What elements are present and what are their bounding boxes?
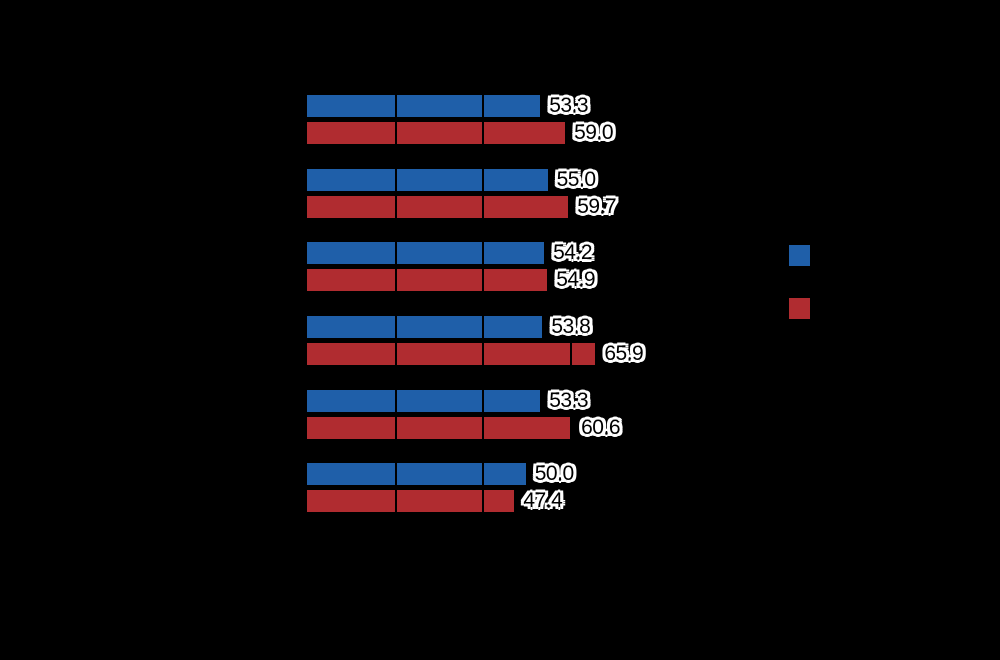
value-label-series-2-red-group-2: 59.7 bbox=[577, 194, 617, 218]
value-label-series-2-red-group-1: 59.0 bbox=[574, 121, 613, 144]
bar-series-1-blue-group-1 bbox=[307, 95, 541, 117]
value-label-series-1-blue-group-1: 53.3 bbox=[549, 94, 589, 117]
value-label-series-1-blue-group-5: 53.3 bbox=[549, 388, 589, 412]
gridline-x-40 bbox=[482, 90, 484, 514]
gridline-x-20 bbox=[394, 90, 397, 514]
bar-series-2-red-group-4 bbox=[307, 343, 596, 365]
bar-series-2-red-group-2 bbox=[307, 195, 569, 218]
value-label-series-1-blue-group-6: 50.0 bbox=[534, 462, 574, 486]
value-label-series-2-red-group-5: 60.6 bbox=[581, 415, 620, 439]
bar-series-2-red-group-6 bbox=[307, 490, 515, 513]
value-label-series-2-red-group-4: 65.9 bbox=[604, 341, 644, 365]
value-label-series-1-blue-group-2: 55.0 bbox=[556, 167, 596, 191]
bar-series-1-blue-group-2 bbox=[307, 168, 548, 191]
value-label-series-2-red-group-3: 54.9 bbox=[556, 268, 596, 292]
value-label-series-1-blue-group-3: 54.2 bbox=[553, 241, 592, 265]
bar-series-1-blue-group-4 bbox=[307, 316, 543, 338]
bar-series-2-red-group-3 bbox=[307, 269, 548, 292]
bar-series-1-blue-group-3 bbox=[307, 242, 545, 265]
value-label-series-1-blue-group-4: 53.8 bbox=[551, 314, 591, 338]
legend-swatch-series-2-red bbox=[789, 298, 810, 319]
bar-series-2-red-group-5 bbox=[307, 416, 573, 439]
bar-series-1-blue-group-6 bbox=[307, 463, 526, 486]
bar-series-1-blue-group-5 bbox=[307, 389, 541, 412]
bar-series-2-red-group-1 bbox=[307, 122, 566, 144]
legend-swatch-series-1-blue bbox=[789, 245, 810, 266]
gridline-x-60 bbox=[569, 90, 572, 514]
value-label-series-2-red-group-6: 47.4 bbox=[523, 489, 563, 513]
